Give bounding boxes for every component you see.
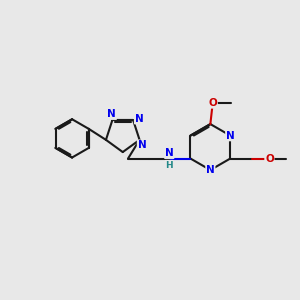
Text: N: N [226,130,235,141]
Text: O: O [208,98,217,108]
Text: N: N [206,165,215,175]
Text: N: N [135,114,143,124]
Text: N: N [137,140,146,150]
Text: O: O [265,154,274,164]
Text: H: H [166,160,173,169]
Text: N: N [107,109,116,119]
Text: N: N [165,148,174,158]
